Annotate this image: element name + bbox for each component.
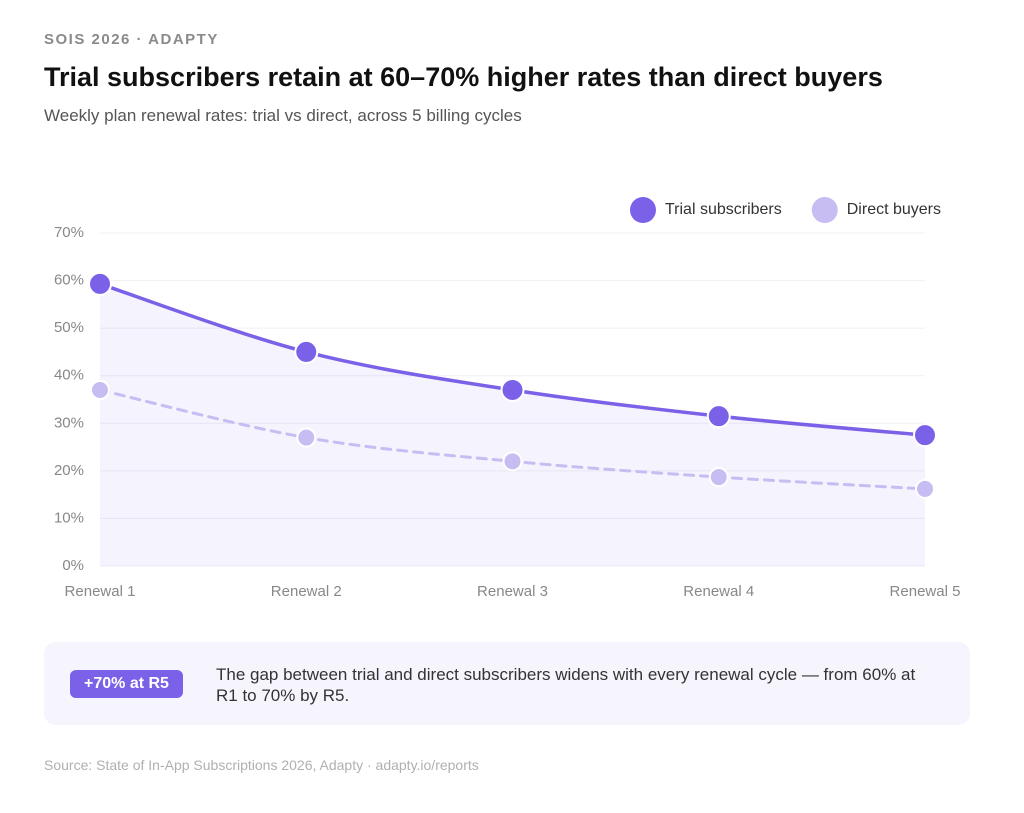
- chart-title: Trial subscribers retain at 60–70% highe…: [44, 62, 883, 92]
- y-tick-label: 40%: [54, 367, 84, 384]
- point: [88, 271, 112, 296]
- callout-badge: +70% at R5: [70, 670, 183, 698]
- eyebrow: SOIS 2026 · ADAPTY: [44, 31, 219, 48]
- callout-text: The gap between trial and direct subscri…: [216, 665, 916, 705]
- legend-marker: [811, 197, 838, 223]
- legend-marker: [629, 197, 656, 223]
- x-tick-label: Renewal 3: [477, 583, 548, 600]
- point: [294, 339, 319, 364]
- point: [90, 379, 110, 400]
- y-tick-label: 70%: [54, 224, 84, 241]
- chart: 0% 10% 20% 30% 40% 50% 60% 70% Renewal 1 Renewal …: [54, 197, 961, 600]
- point: [913, 423, 937, 448]
- x-tick-label: Renewal 1: [65, 583, 136, 600]
- y-tick-label: 20%: [54, 462, 84, 479]
- chart-subtitle: Weekly plan renewal rates: trial vs dire…: [44, 106, 522, 125]
- point: [708, 467, 729, 488]
- legend-label: Trial subscribers: [665, 201, 782, 218]
- y-tick-label: 60%: [54, 272, 84, 289]
- point: [500, 377, 525, 402]
- legend-label: Direct buyers: [847, 201, 941, 218]
- x-tick-label: Renewal 5: [890, 583, 961, 600]
- point: [706, 404, 731, 429]
- legend: Direct buyers Trial subscribers: [629, 197, 941, 223]
- x-tick-label: Renewal 2: [271, 583, 342, 600]
- callout: +70% at R5 The gap between trial and dir…: [44, 642, 970, 725]
- y-tick-label: 10%: [54, 509, 84, 526]
- source: Source: State of In-App Subscriptions 20…: [44, 757, 479, 773]
- point: [915, 478, 935, 499]
- y-tick-label: 0%: [62, 557, 84, 574]
- x-tick-label: Renewal 4: [683, 583, 754, 600]
- y-tick-label: 30%: [54, 414, 84, 431]
- y-tick-label: 50%: [54, 319, 84, 336]
- point: [296, 427, 317, 448]
- point: [502, 451, 523, 472]
